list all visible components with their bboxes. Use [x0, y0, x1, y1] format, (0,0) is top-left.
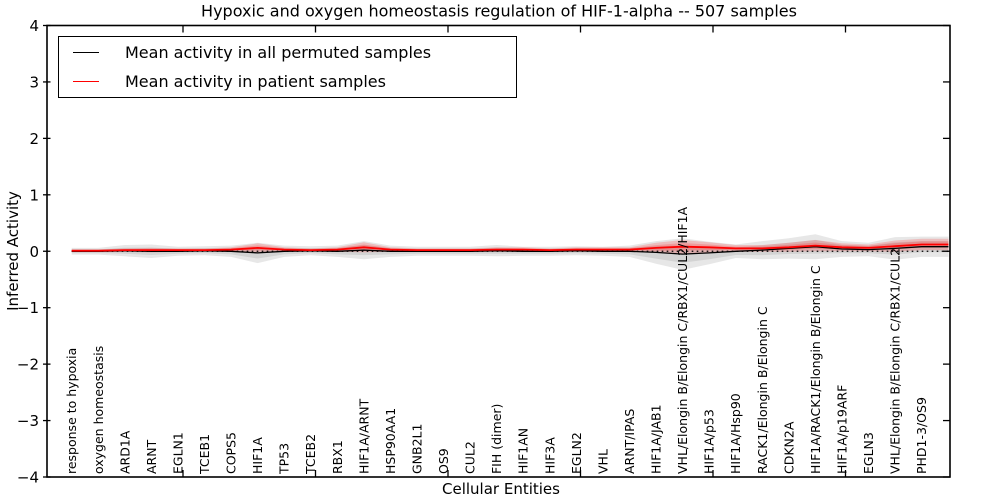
- x-category-label: VHL: [595, 449, 610, 474]
- y-tick-label: 3: [29, 73, 39, 91]
- y-tick-label: 4: [29, 17, 39, 35]
- patient-line-swatch: [73, 81, 99, 82]
- x-category-label: CDKN2A: [781, 421, 796, 474]
- x-category-label: EGLN1: [170, 432, 185, 474]
- x-category-label: RACK1/Elongin B/Elongin C: [755, 306, 770, 474]
- legend-entry-patient: Mean activity in patient samples: [59, 69, 516, 94]
- y-tick-label: −3: [17, 412, 39, 430]
- x-category-label: HIF1A: [250, 437, 265, 474]
- x-category-label: HIF1A/ARNT: [356, 398, 371, 474]
- x-category-label: FIH (dimer): [489, 404, 504, 474]
- x-category-label: EGLN3: [861, 432, 876, 474]
- x-category-label: PHD1-3/OS9: [914, 397, 929, 474]
- y-tick-label: 2: [29, 130, 39, 148]
- x-category-label: HIF3A: [542, 437, 557, 474]
- x-category-label: HIF1A/Hsp90: [728, 393, 743, 474]
- y-tick-label: −2: [17, 356, 39, 374]
- x-category-label: HIF1A/p19ARF: [834, 385, 849, 474]
- legend-entry-permuted: Mean activity in all permuted samples: [59, 40, 516, 65]
- x-category-label: GNB2L1: [409, 424, 424, 474]
- x-category-label: HSP90AA1: [383, 408, 398, 474]
- x-category-label: ARD1A: [117, 430, 132, 474]
- y-axis-label: Inferred Activity: [4, 191, 22, 311]
- legend-label-patient: Mean activity in patient samples: [125, 72, 386, 91]
- x-category-label: VHL/Elongin B/Elongin C/RBX1/CUL2: [888, 248, 903, 474]
- x-category-label: HIF1A/JAB1: [649, 404, 664, 474]
- x-category-label: HIF1AN: [516, 428, 531, 474]
- axes-border: [46, 24, 951, 478]
- permuted-mean-line: [71, 246, 949, 255]
- legend-label-permuted: Mean activity in all permuted samples: [125, 43, 432, 62]
- y-tick-label: −1: [17, 299, 39, 317]
- x-category-label: TP53: [277, 443, 292, 475]
- x-category-label: HIF1A/p53: [702, 409, 717, 474]
- x-category-label: response to hypoxia: [64, 348, 79, 474]
- x-axis-label: Cellular Entities: [442, 480, 560, 498]
- x-category-label: HIF1A/RACK1/Elongin B/Elongin C: [808, 265, 823, 474]
- x-category-label: oxygen homeostasis: [91, 346, 106, 474]
- x-category-label: TCEB2: [303, 434, 318, 475]
- y-tick-label: 1: [29, 186, 39, 204]
- y-tick-label: −4: [17, 469, 39, 487]
- x-category-label: ARNT: [144, 439, 159, 474]
- y-tick-label: 0: [29, 243, 39, 261]
- x-category-label: COPS5: [224, 432, 239, 474]
- x-category-label: ARNT/IPAS: [622, 409, 637, 474]
- x-category-label: CUL2: [463, 441, 478, 474]
- permuted-line-swatch: [73, 52, 99, 53]
- x-category-label: EGLN2: [569, 432, 584, 474]
- x-category-label: RBX1: [330, 440, 345, 474]
- permuted-confidence-band: [71, 234, 949, 270]
- legend-box: Mean activity in all permuted samples Me…: [58, 36, 517, 98]
- chart-title: Hypoxic and oxygen homeostasis regulatio…: [201, 1, 797, 21]
- x-category-label: OS9: [436, 448, 451, 474]
- x-category-label: VHL/Elongin B/Elongin C/RBX1/CUL2/HIF1A: [675, 206, 690, 474]
- x-category-label: TCEB1: [197, 434, 212, 475]
- patient-mean-line: [71, 243, 949, 252]
